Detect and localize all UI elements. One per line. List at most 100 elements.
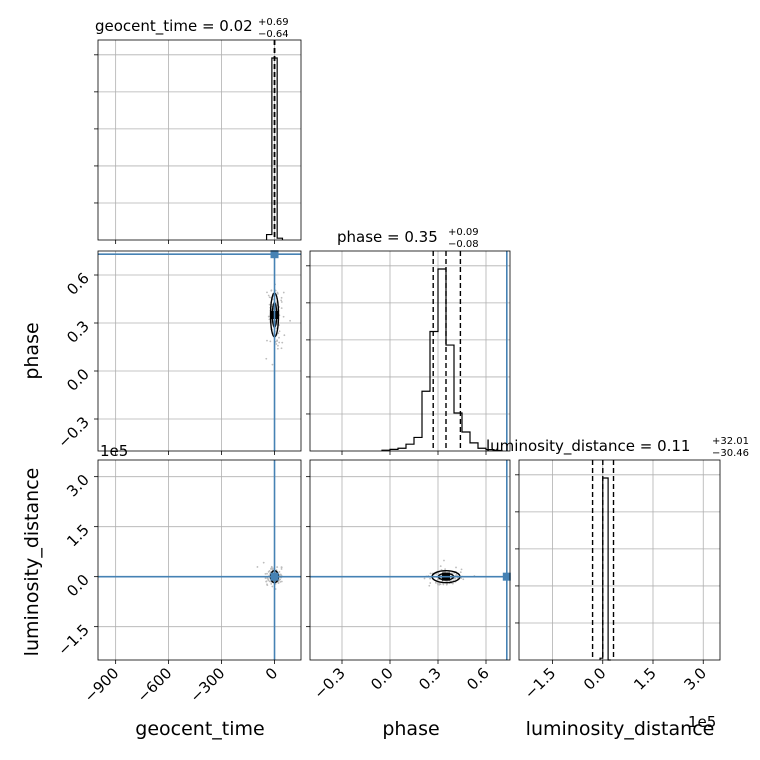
panel-frame	[309, 250, 511, 452]
scatter-point	[435, 573, 438, 575]
xlabel-luminosity-distance: luminosity_distance	[526, 718, 715, 740]
scatter-point	[268, 570, 271, 572]
scatter-point	[267, 579, 270, 582]
scatter-point	[280, 347, 283, 350]
scatter-point	[437, 572, 440, 574]
scatter-point	[264, 577, 267, 580]
title-geocent-time-minus: −0.64	[258, 29, 289, 40]
panel-frame	[97, 459, 302, 661]
scatter-point	[277, 344, 279, 347]
scatter-point	[281, 341, 284, 344]
scatter-point	[264, 572, 267, 575]
panel-hist-geocent-time	[94, 39, 302, 244]
tick-label-x: −900	[81, 664, 123, 706]
tick-label-x: 0	[262, 664, 281, 683]
tick-label-x: 1.5	[630, 664, 660, 694]
scatter-point	[278, 570, 281, 573]
scatter-point	[455, 566, 457, 569]
scatter-point	[278, 330, 281, 333]
scatter-point	[442, 583, 445, 586]
title-phase-minus: −0.08	[448, 239, 479, 250]
scatter-point	[266, 572, 268, 575]
scatter-point	[437, 583, 439, 586]
tick-label-y: 1.5	[63, 521, 93, 551]
title-phase: phase = 0.35	[337, 228, 438, 246]
scatter-point	[279, 573, 282, 576]
scatter-point	[439, 583, 442, 586]
scatter-point	[446, 583, 448, 585]
scatter-point	[267, 315, 270, 318]
scatter-point	[268, 580, 271, 583]
scatter-point	[280, 299, 283, 302]
scatter-point	[460, 577, 463, 580]
truth-marker	[270, 572, 279, 581]
scatter-point	[275, 343, 278, 345]
scatter-point	[265, 580, 268, 583]
scatter-point	[455, 573, 458, 576]
panel-phase-vs-geocent-time: −0.3 0.0 0.3 0.6	[54, 250, 302, 455]
tick-label-x: 0.0	[367, 664, 397, 694]
panel-ldist-vs-phase: −0.3 0.0 0.3 0.6	[306, 459, 511, 703]
tick-label-x: −300	[187, 664, 229, 706]
title-phase-plus: +0.09	[448, 227, 479, 238]
scatter-point	[439, 565, 442, 568]
scatter-point	[270, 289, 273, 292]
scatter-point	[279, 580, 282, 583]
tick-label-x: 3.0	[680, 664, 710, 694]
scatter-point	[280, 580, 283, 583]
scatter-point	[276, 292, 279, 295]
panel-frame	[309, 459, 511, 661]
tick-label-x: 0.0	[580, 664, 610, 694]
title-luminosity-distance-minus: −30.46	[712, 448, 749, 459]
xlabel-phase: phase	[382, 718, 439, 740]
tick-label-x: 0.3	[415, 664, 445, 694]
scatter-point	[268, 318, 271, 321]
scatter-point	[460, 568, 463, 571]
tick-label-y: −1.5	[54, 621, 92, 659]
scatter-point	[276, 566, 279, 568]
panel-ldist-vs-geocent-time: −900 −600 −300 0 −1.5 0.0 1.5 3.0	[54, 459, 302, 706]
scatter-point	[280, 307, 283, 310]
scatter-point	[266, 577, 269, 580]
tick-label-x: −600	[134, 664, 176, 706]
offset-text-ldist-x: 1e5	[688, 713, 716, 731]
scatter-point	[266, 291, 268, 294]
panel-hist-luminosity-distance: −1.5 0.0 1.5 3.0	[515, 459, 721, 703]
scatter-point	[283, 334, 286, 337]
scatter-point	[462, 578, 465, 581]
scatter-point	[289, 319, 291, 322]
scatter-point	[429, 582, 432, 584]
scatter-point	[266, 339, 268, 342]
scatter-point	[429, 577, 432, 580]
hist-outline	[599, 477, 611, 661]
tick-label-x: −1.5	[521, 664, 559, 702]
hist-outline	[381, 268, 503, 452]
scatter-point	[278, 336, 280, 339]
offset-text-ldist-y: 1e5	[100, 442, 128, 460]
title-luminosity-distance-plus: +32.01	[712, 436, 749, 447]
scatter-point	[275, 327, 278, 330]
ylabel-luminosity-distance: luminosity_distance	[21, 468, 43, 657]
scatter-point	[443, 571, 445, 574]
panel-hist-phase	[306, 250, 511, 455]
scatter-point	[280, 296, 283, 299]
panel-frame	[97, 39, 302, 241]
scatter-point	[443, 559, 445, 562]
ylabel-phase: phase	[21, 322, 43, 379]
tick-label-x: 0.6	[463, 664, 493, 694]
panel-frame	[518, 459, 721, 661]
scatter-point	[270, 566, 273, 569]
scatter-point	[277, 332, 280, 335]
scatter-point	[280, 568, 283, 570]
scatter-point	[266, 583, 268, 586]
scatter-point	[276, 340, 279, 342]
scatter-point	[280, 301, 283, 303]
scatter-point	[271, 363, 274, 366]
tick-label-y: 0.3	[63, 317, 93, 347]
panel-frame	[97, 250, 302, 452]
xlabel-geocent-time: geocent_time	[135, 718, 264, 740]
truth-marker	[270, 250, 279, 259]
scatter-point	[268, 296, 271, 299]
scatter-point	[429, 572, 432, 575]
tick-label-y: 0.0	[63, 571, 93, 601]
